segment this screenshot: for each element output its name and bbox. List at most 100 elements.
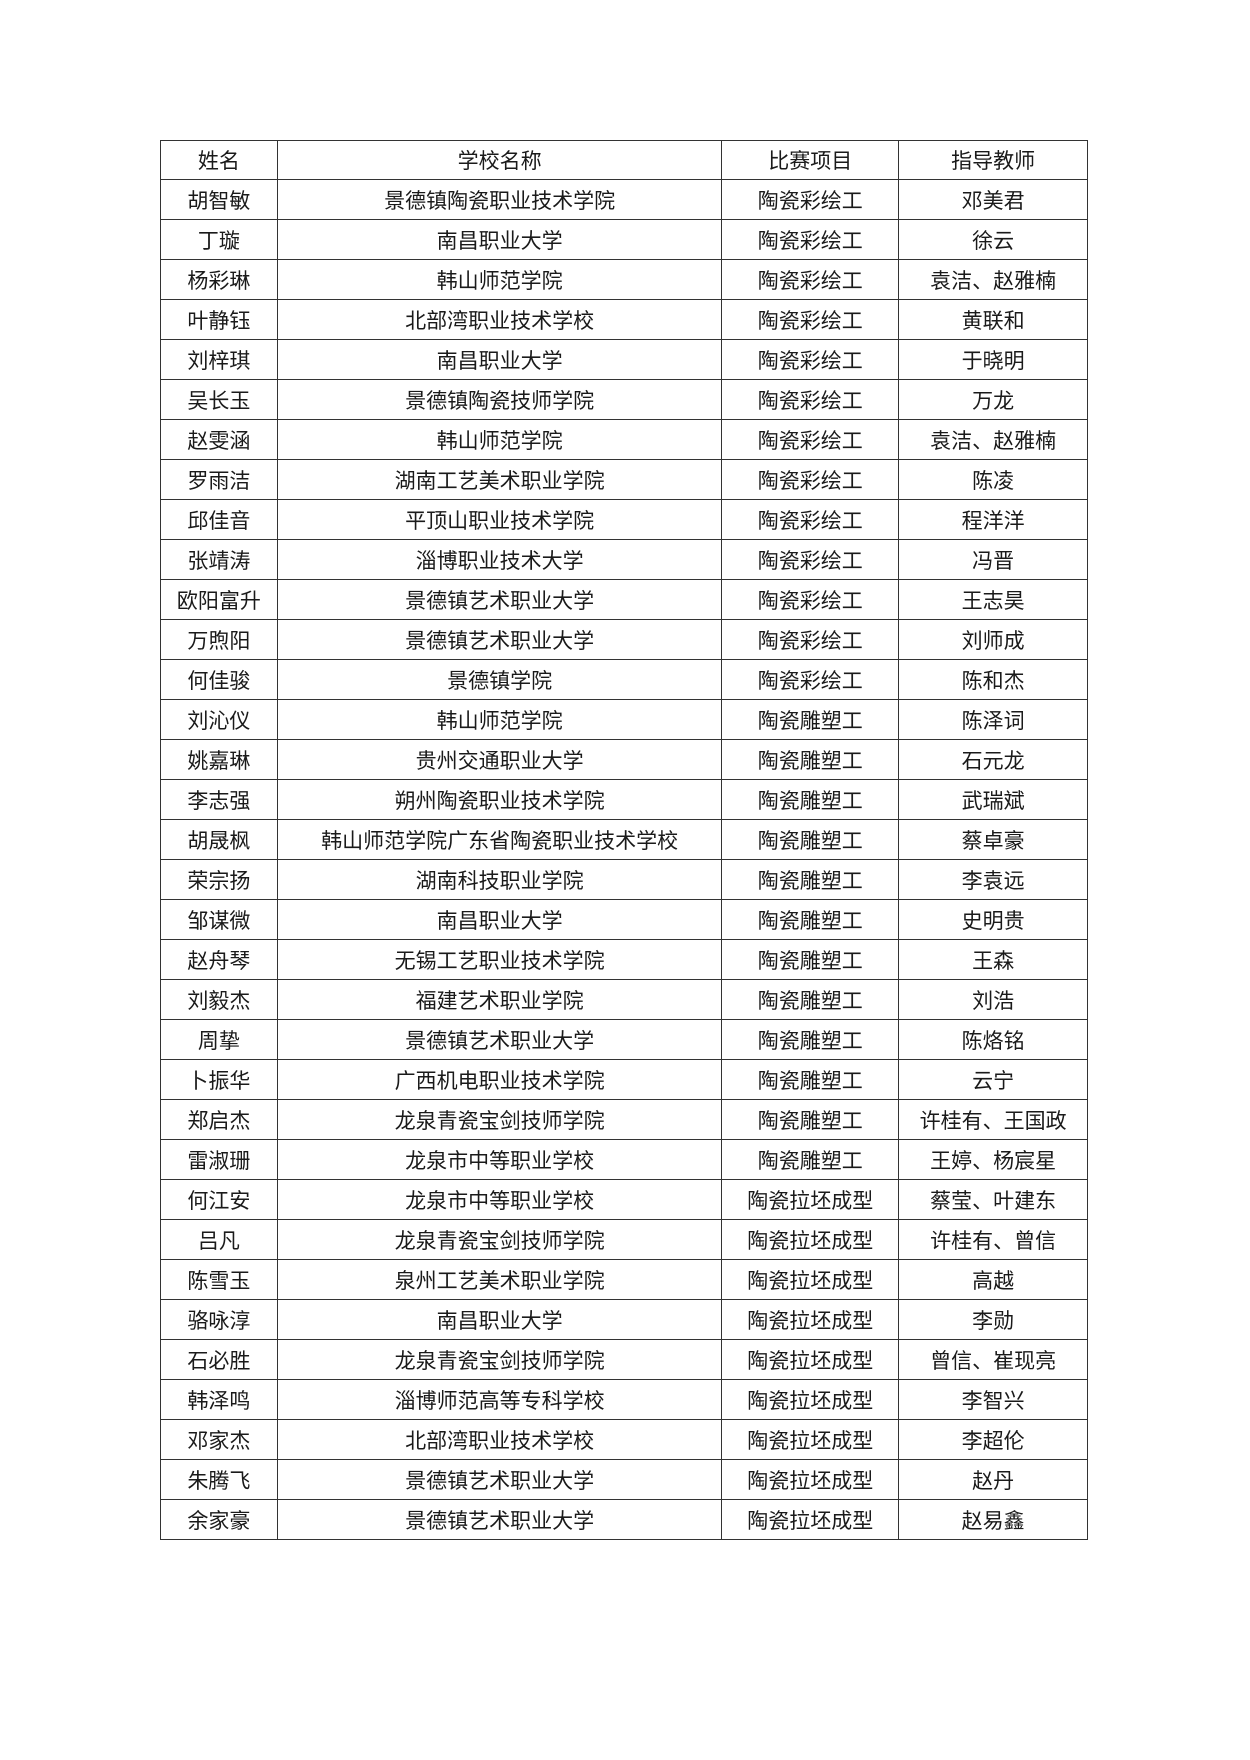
cell-school: 广西机电职业技术学院 [276, 1059, 723, 1100]
cell-name: 刘沁仪 [160, 699, 278, 740]
cell-school: 淄博师范高等专科学校 [276, 1379, 723, 1420]
cell-name: 石必胜 [160, 1339, 278, 1380]
cell-name: 何江安 [160, 1179, 278, 1220]
cell-event: 陶瓷彩绘工 [721, 579, 900, 620]
cell-teacher: 程洋洋 [898, 499, 1088, 540]
cell-event: 陶瓷彩绘工 [721, 179, 900, 220]
cell-event: 陶瓷彩绘工 [721, 339, 900, 380]
table-row: 张靖涛 淄博职业技术大学 陶瓷彩绘工 冯晋 [160, 539, 1088, 580]
cell-school: 龙泉青瓷宝剑技师学院 [276, 1219, 723, 1260]
cell-teacher: 蔡莹、叶建东 [898, 1179, 1088, 1220]
cell-event: 陶瓷拉坯成型 [721, 1299, 900, 1340]
cell-event: 陶瓷彩绘工 [721, 299, 900, 340]
cell-school: 韩山师范学院 [276, 699, 723, 740]
header-name: 姓名 [160, 140, 278, 180]
cell-event: 陶瓷雕塑工 [721, 939, 900, 980]
cell-teacher: 李智兴 [898, 1379, 1088, 1420]
cell-name: 刘毅杰 [160, 979, 278, 1020]
cell-school: 平顶山职业技术学院 [276, 499, 723, 540]
cell-teacher: 袁洁、赵雅楠 [898, 419, 1088, 460]
cell-event: 陶瓷拉坯成型 [721, 1219, 900, 1260]
cell-teacher: 许桂有、王国政 [898, 1099, 1088, 1140]
table-row: 罗雨洁 湖南工艺美术职业学院 陶瓷彩绘工 陈凌 [160, 459, 1088, 500]
cell-name: 陈雪玉 [160, 1259, 278, 1300]
cell-name: 卜振华 [160, 1059, 278, 1100]
table-row: 杨彩琳 韩山师范学院 陶瓷彩绘工 袁洁、赵雅楠 [160, 259, 1088, 300]
cell-school: 湖南科技职业学院 [276, 859, 723, 900]
cell-school: 南昌职业大学 [276, 219, 723, 260]
cell-teacher: 邓美君 [898, 179, 1088, 220]
cell-event: 陶瓷拉坯成型 [721, 1179, 900, 1220]
cell-teacher: 刘师成 [898, 619, 1088, 660]
cell-event: 陶瓷雕塑工 [721, 979, 900, 1020]
cell-teacher: 赵易鑫 [898, 1499, 1088, 1540]
table-row: 赵舟琴 无锡工艺职业技术学院 陶瓷雕塑工 王森 [160, 939, 1088, 980]
cell-school: 景德镇艺术职业大学 [276, 1499, 723, 1540]
header-row: 姓名 学校名称 比赛项目 指导教师 [160, 140, 1088, 180]
cell-name: 骆咏淳 [160, 1299, 278, 1340]
cell-name: 韩泽鸣 [160, 1379, 278, 1420]
cell-school: 景德镇陶瓷技师学院 [276, 379, 723, 420]
cell-name: 邹谋微 [160, 899, 278, 940]
cell-event: 陶瓷彩绘工 [721, 259, 900, 300]
table-row: 荣宗扬 湖南科技职业学院 陶瓷雕塑工 李袁远 [160, 859, 1088, 900]
cell-teacher: 冯晋 [898, 539, 1088, 580]
cell-teacher: 曾信、崔现亮 [898, 1339, 1088, 1380]
table-row: 何佳骏 景德镇学院 陶瓷彩绘工 陈和杰 [160, 659, 1088, 700]
cell-school: 景德镇艺术职业大学 [276, 579, 723, 620]
cell-event: 陶瓷雕塑工 [721, 1019, 900, 1060]
table-row: 邓家杰 北部湾职业技术学校 陶瓷拉坯成型 李超伦 [160, 1419, 1088, 1460]
cell-name: 吕凡 [160, 1219, 278, 1260]
table-row: 陈雪玉 泉州工艺美术职业学院 陶瓷拉坯成型 高越 [160, 1259, 1088, 1300]
cell-event: 陶瓷雕塑工 [721, 1099, 900, 1140]
cell-name: 叶静钰 [160, 299, 278, 340]
cell-event: 陶瓷拉坯成型 [721, 1419, 900, 1460]
cell-teacher: 高越 [898, 1259, 1088, 1300]
cell-teacher: 陈烙铭 [898, 1019, 1088, 1060]
cell-teacher: 许桂有、曾信 [898, 1219, 1088, 1260]
table-row: 邹谋微 南昌职业大学 陶瓷雕塑工 史明贵 [160, 899, 1088, 940]
cell-school: 景德镇艺术职业大学 [276, 1019, 723, 1060]
cell-event: 陶瓷彩绘工 [721, 379, 900, 420]
header-event: 比赛项目 [721, 140, 900, 180]
table-row: 韩泽鸣 淄博师范高等专科学校 陶瓷拉坯成型 李智兴 [160, 1379, 1088, 1420]
cell-teacher: 刘浩 [898, 979, 1088, 1020]
cell-teacher: 于晓明 [898, 339, 1088, 380]
cell-school: 龙泉青瓷宝剑技师学院 [276, 1099, 723, 1140]
cell-school: 北部湾职业技术学校 [276, 1419, 723, 1460]
cell-event: 陶瓷拉坯成型 [721, 1339, 900, 1380]
table-row: 刘毅杰 福建艺术职业学院 陶瓷雕塑工 刘浩 [160, 979, 1088, 1020]
cell-school: 龙泉市中等职业学校 [276, 1179, 723, 1220]
cell-event: 陶瓷雕塑工 [721, 699, 900, 740]
table-row: 刘沁仪 韩山师范学院 陶瓷雕塑工 陈泽词 [160, 699, 1088, 740]
table-row: 石必胜 龙泉青瓷宝剑技师学院 陶瓷拉坯成型 曾信、崔现亮 [160, 1339, 1088, 1380]
cell-teacher: 袁洁、赵雅楠 [898, 259, 1088, 300]
cell-name: 余家豪 [160, 1499, 278, 1540]
cell-event: 陶瓷拉坯成型 [721, 1379, 900, 1420]
table-row: 姚嘉琳 贵州交通职业大学 陶瓷雕塑工 石元龙 [160, 739, 1088, 780]
cell-teacher: 王婷、杨宸星 [898, 1139, 1088, 1180]
cell-name: 罗雨洁 [160, 459, 278, 500]
table-row: 叶静钰 北部湾职业技术学校 陶瓷彩绘工 黄联和 [160, 299, 1088, 340]
table-row: 刘梓琪 南昌职业大学 陶瓷彩绘工 于晓明 [160, 339, 1088, 380]
cell-event: 陶瓷彩绘工 [721, 539, 900, 580]
cell-teacher: 石元龙 [898, 739, 1088, 780]
cell-event: 陶瓷拉坯成型 [721, 1459, 900, 1500]
cell-teacher: 云宁 [898, 1059, 1088, 1100]
cell-teacher: 史明贵 [898, 899, 1088, 940]
cell-event: 陶瓷彩绘工 [721, 619, 900, 660]
table-row: 骆咏淳 南昌职业大学 陶瓷拉坯成型 李勋 [160, 1299, 1088, 1340]
table-row: 周挚 景德镇艺术职业大学 陶瓷雕塑工 陈烙铭 [160, 1019, 1088, 1060]
cell-school: 福建艺术职业学院 [276, 979, 723, 1020]
cell-school: 韩山师范学院广东省陶瓷职业技术学校 [276, 819, 723, 860]
cell-name: 赵雯涵 [160, 419, 278, 460]
cell-teacher: 李勋 [898, 1299, 1088, 1340]
cell-event: 陶瓷彩绘工 [721, 219, 900, 260]
cell-event: 陶瓷雕塑工 [721, 1059, 900, 1100]
cell-school: 龙泉市中等职业学校 [276, 1139, 723, 1180]
cell-school: 韩山师范学院 [276, 419, 723, 460]
table-row: 雷淑珊 龙泉市中等职业学校 陶瓷雕塑工 王婷、杨宸星 [160, 1139, 1088, 1180]
table-row: 胡晟枫 韩山师范学院广东省陶瓷职业技术学校 陶瓷雕塑工 蔡卓豪 [160, 819, 1088, 860]
cell-name: 周挚 [160, 1019, 278, 1060]
header-school: 学校名称 [276, 140, 723, 180]
